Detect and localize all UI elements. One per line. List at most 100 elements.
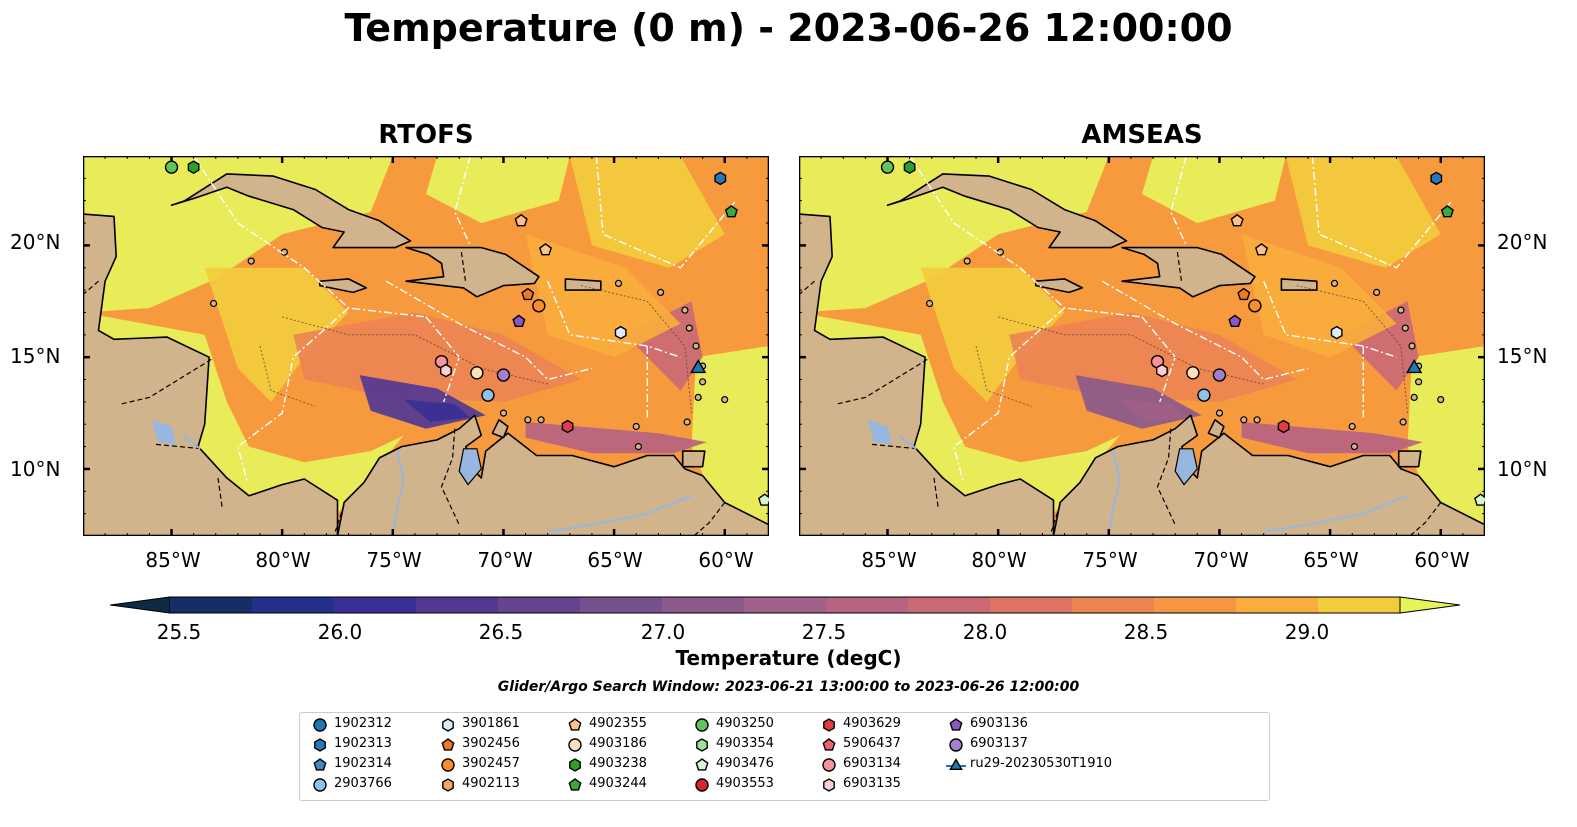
colorbar-tick: 28.5 — [1123, 620, 1169, 644]
bathymetry-contour — [1296, 285, 1408, 414]
legend-label: 4903186 — [589, 736, 647, 751]
temperature-field-region — [1142, 156, 1286, 224]
legend-marker — [949, 718, 963, 731]
country-border — [120, 358, 212, 405]
legend-marker — [695, 778, 709, 792]
legend-marker — [822, 738, 836, 751]
island — [537, 416, 545, 424]
cuba — [170, 173, 412, 249]
trinidad — [681, 450, 706, 468]
hexagon-marker-icon — [442, 778, 454, 792]
eez-boundary — [953, 307, 1065, 481]
colorbar-segment — [498, 597, 581, 613]
temperature-field-region — [625, 301, 703, 391]
pentagon-marker-icon — [695, 758, 709, 771]
island — [1253, 416, 1261, 424]
lon-label-60w-rtofs: 60°W — [698, 548, 754, 572]
legend-label: 4903354 — [716, 736, 774, 751]
hexagon-marker-icon — [442, 718, 454, 732]
temperature-colorbar — [110, 596, 1460, 614]
triangle-line-marker-icon — [946, 758, 966, 771]
lake-nicaragua — [151, 419, 176, 445]
circle-marker-icon — [313, 718, 327, 732]
legend-label: 1902312 — [334, 716, 392, 731]
legend-label: 6903137 — [970, 736, 1028, 751]
search-window-caption: Glider/Argo Search Window: 2023-06-21 13… — [497, 679, 1080, 695]
float-marker-3902457 — [532, 299, 546, 313]
figure-title: Temperature (0 m) - 2023-06-26 12:00:00 — [344, 6, 1233, 50]
island — [1414, 378, 1423, 386]
paraguana-lake-shore — [1207, 418, 1225, 439]
island — [247, 257, 255, 265]
colorbar-extend-low — [110, 596, 171, 614]
legend-marker — [441, 758, 455, 772]
island — [1215, 409, 1224, 417]
float-marker-6903135 — [440, 363, 452, 378]
bathymetry-contour — [259, 345, 316, 407]
float-marker-6903136 — [1228, 314, 1242, 328]
legend-marker — [442, 718, 454, 732]
circle-marker-icon — [568, 738, 582, 752]
colorbar-tick: 29.0 — [1284, 620, 1330, 644]
temperature-field-region — [1119, 399, 1187, 422]
circle-marker-icon — [695, 778, 709, 792]
float-marker-4902355 — [538, 243, 553, 256]
colorbar-segment — [252, 597, 335, 613]
circle-marker-icon — [949, 738, 963, 752]
island — [634, 443, 643, 451]
country-border — [83, 280, 99, 296]
island — [1399, 418, 1407, 426]
pentagon-marker-icon — [568, 718, 582, 731]
eez-boundary — [909, 156, 1143, 318]
legend: 1902312 1902313 1902314 2903766 3901861 39024… — [299, 712, 1270, 801]
float-marker-3901861 — [614, 325, 627, 340]
legend-marker — [823, 778, 835, 792]
hexagon-marker-icon — [823, 718, 835, 732]
legend-label: 3902457 — [462, 756, 520, 771]
colorbar-segment — [744, 597, 827, 613]
island — [210, 299, 218, 308]
lake-maracaibo — [458, 448, 482, 486]
island — [1330, 279, 1339, 288]
temperature-field-region — [569, 156, 725, 268]
temperature-field-region — [1241, 234, 1397, 358]
country-border — [460, 252, 467, 284]
legend-marker — [313, 778, 327, 792]
island — [692, 342, 700, 350]
pentagon-marker-icon — [441, 738, 455, 751]
island — [656, 288, 665, 296]
legend-marker — [949, 738, 963, 752]
country-border — [799, 280, 815, 296]
island — [524, 416, 532, 424]
float-marker-4902355 — [1254, 243, 1269, 256]
island — [1401, 324, 1409, 332]
legend-marker — [568, 778, 582, 791]
colorbar-segment — [170, 597, 253, 613]
float-marker-3902456 — [521, 287, 535, 301]
lon-label-80w-amseas: 80°W — [971, 548, 1027, 572]
colorbar-segment — [1236, 597, 1319, 613]
lon-label-75w-rtofs: 75°W — [366, 548, 422, 572]
float-marker-4903629 — [1277, 419, 1290, 434]
colorbar-segment — [1318, 597, 1401, 613]
pentagon-marker-icon — [949, 718, 963, 731]
island — [685, 324, 693, 332]
float-marker-1902313 — [714, 171, 727, 186]
legend-label: 3902456 — [462, 736, 520, 751]
colorbar-segment — [662, 597, 745, 613]
float-marker-4903250 — [164, 160, 179, 174]
river — [181, 434, 201, 450]
colorbar-segment — [990, 597, 1073, 613]
country-border — [217, 477, 223, 510]
float-marker-ru29-20230530T1910 — [1406, 358, 1423, 374]
float-marker-2903766 — [481, 388, 495, 402]
country-border — [1409, 502, 1442, 536]
circle-marker-icon — [313, 778, 327, 792]
paraguana-lake-shore — [491, 418, 509, 439]
trinidad — [1397, 450, 1422, 468]
hexagon-marker-icon — [823, 778, 835, 792]
legend-marker — [442, 778, 454, 792]
lat-label-20n-left: 20°N — [10, 230, 61, 254]
legend-label: 4903238 — [589, 756, 647, 771]
legend-label: 4903250 — [716, 716, 774, 731]
